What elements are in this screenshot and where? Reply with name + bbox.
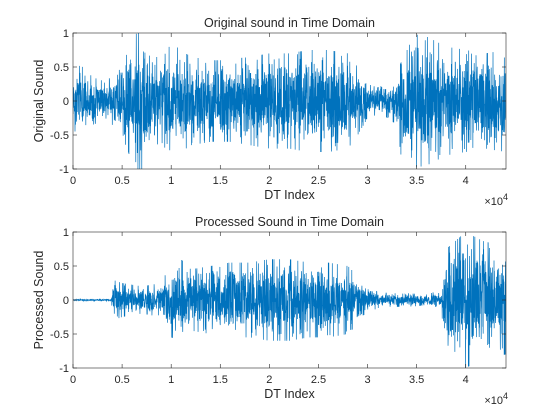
y-axis-label: Processed Sound [32, 251, 46, 350]
y-tick-label: 1 [63, 227, 69, 239]
x-tick-label: 3.5 [409, 175, 424, 187]
y-tick-label: -1 [59, 164, 69, 176]
x-tick-label: 0 [70, 374, 76, 386]
x-tick-label: 1 [168, 175, 174, 187]
x-tick-label: 2 [266, 175, 272, 187]
x-exponent-power: 4 [503, 391, 508, 401]
x-tick-label: 2.5 [311, 374, 326, 386]
x-tick-label: 1.5 [213, 175, 228, 187]
bottom-subplot: 0 0.5 1 1.5 2 2.5 3 3.5 4 -1 -0.5 0 0.5 1 Processed So… [32, 215, 508, 407]
x-tick-label: 3 [364, 175, 370, 187]
x-tick-label: 0.5 [114, 374, 129, 386]
x-tick-label: 4 [463, 175, 469, 187]
x-tick-label: 3 [364, 374, 370, 386]
x-exponent-base: ×10 [484, 196, 503, 208]
x-exponent-label: ×104 [484, 391, 508, 407]
x-tick-label: 0.5 [114, 175, 129, 187]
top-subplot: 0 0.5 1 1.5 2 2.5 3 3.5 4 -1 -0.5 0 0.5 1 Original sou… [32, 16, 508, 208]
x-tick-label: 2.5 [311, 175, 326, 187]
x-tick-label: 1 [168, 374, 174, 386]
y-tick-label: -0.5 [50, 130, 69, 142]
y-tick-label: 0 [63, 295, 69, 307]
x-exponent-power: 4 [503, 192, 508, 202]
y-tick-label: 0.5 [54, 62, 69, 74]
y-tick-label: 0.5 [54, 261, 69, 273]
subplot-title: Processed Sound in Time Domain [195, 215, 384, 229]
y-axis-label: Original Sound [32, 60, 46, 143]
y-tick-label: 1 [63, 28, 69, 40]
x-axis-label: DT Index [264, 188, 315, 202]
signal-line [73, 236, 506, 368]
x-axis-label: DT Index [264, 387, 315, 401]
signal-line [73, 33, 506, 169]
y-tick-label: 0 [63, 96, 69, 108]
x-tick-label: 1.5 [213, 374, 228, 386]
y-tick-label: -0.5 [50, 329, 69, 341]
x-tick-label: 3.5 [409, 374, 424, 386]
y-tick-label: -1 [59, 363, 69, 375]
x-tick-label: 2 [266, 374, 272, 386]
x-exponent-base: ×10 [484, 395, 503, 407]
x-tick-label: 4 [463, 374, 469, 386]
x-tick-label: 0 [70, 175, 76, 187]
x-exponent-label: ×104 [484, 192, 508, 208]
subplot-title: Original sound in Time Domain [204, 16, 375, 30]
